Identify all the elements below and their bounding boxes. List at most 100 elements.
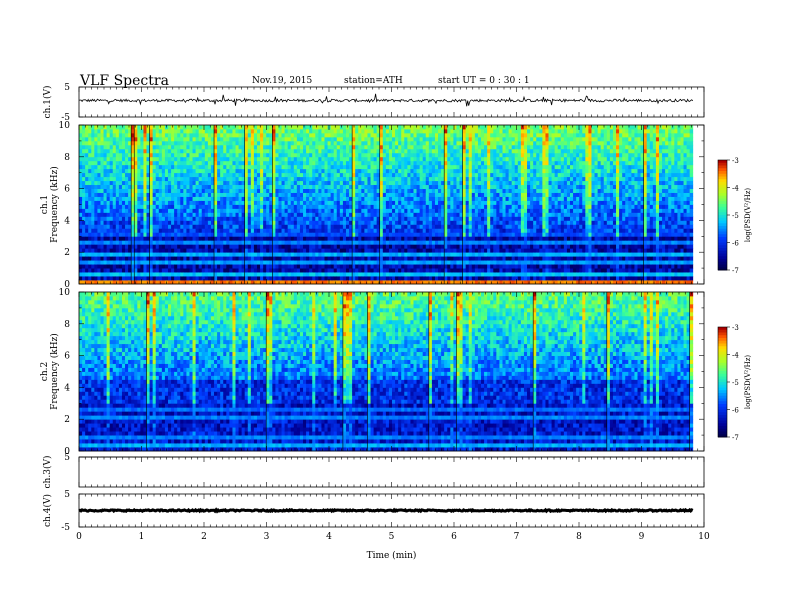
spectrogram-cell: [318, 252, 322, 257]
spectrogram-cell: [315, 136, 319, 142]
spectrogram-cell: [349, 204, 353, 209]
spectrogram-cell: [238, 272, 243, 277]
spectrogram-cell: [263, 184, 267, 190]
spectrogram-cell: [152, 252, 157, 257]
spectrogram-cell: [140, 192, 144, 197]
spectrogram-cell: [336, 276, 341, 281]
spectrogram-cell: [140, 264, 144, 269]
spectrogram-cell: [290, 212, 295, 217]
spectrogram-cell: [376, 280, 381, 285]
spectrogram-cell: [425, 188, 430, 193]
spectrogram-cell: [269, 236, 273, 241]
spectrogram-cell: [85, 188, 89, 193]
spectrogram-cell: [388, 232, 393, 237]
spectrogram-cell: [180, 212, 184, 217]
spectrogram-cell: [407, 125, 411, 130]
spectrogram-cell: [217, 240, 221, 245]
spectrogram-cell: [272, 244, 276, 249]
spectrogram-cell: [373, 152, 378, 158]
spectrogram-cell: [112, 152, 117, 158]
spectrogram-cell: [266, 200, 270, 205]
spectrogram-cell: [299, 272, 304, 277]
spectrogram-cell: [438, 160, 442, 166]
spectrogram-cell: [82, 164, 86, 170]
spectrogram-cell: [352, 208, 356, 213]
spectrogram-cell: [333, 164, 338, 170]
spectrogram-cell: [382, 152, 387, 158]
spectrogram-cell: [244, 232, 249, 237]
spectrogram-cell: [355, 156, 359, 162]
spectrogram-cell: [210, 212, 215, 217]
spectrogram-cell: [373, 132, 378, 138]
spectrogram-cell: [192, 125, 197, 130]
spectrogram-cell: [167, 136, 172, 142]
spectrogram-cell: [263, 216, 267, 221]
spectrogram-cell: [416, 276, 421, 281]
spectrogram-cell: [106, 240, 111, 245]
spectrogram-cell: [171, 200, 175, 205]
spectrogram-cell: [118, 152, 123, 158]
spectrogram-cell: [431, 160, 436, 166]
spectrogram-cell: [345, 252, 350, 257]
spectrogram-cell: [401, 208, 405, 213]
spectrogram-cell: [382, 212, 387, 217]
spectrogram-cell: [410, 228, 414, 233]
spectrogram-cell: [303, 188, 307, 193]
spectrogram-cell: [128, 148, 132, 154]
spectrogram-cell: [155, 148, 160, 154]
spectrogram-cell: [296, 220, 301, 225]
spectrogram-cell: [247, 184, 252, 190]
spectrogram-cell: [247, 204, 252, 209]
spectrogram-cell: [281, 216, 286, 221]
spectrogram-cell: [306, 192, 310, 197]
spectrogram-cell: [441, 244, 445, 249]
spectrogram-cell: [207, 244, 212, 249]
spectrogram-cell: [434, 160, 439, 166]
spectrogram-cell: [419, 180, 424, 186]
spectrogram-cell: [189, 196, 193, 201]
spectrogram-cell: [177, 172, 181, 178]
spectrogram-cell: [388, 212, 393, 217]
spectrogram-cell: [336, 144, 341, 150]
spectrogram-cell: [247, 208, 252, 213]
spectrogram-cell: [134, 168, 138, 174]
spectrogram-cell: [198, 192, 203, 197]
spectrogram-cell: [121, 212, 126, 217]
spectrogram-cell: [171, 172, 175, 178]
spectrogram-cell: [309, 164, 313, 170]
spectrogram-cell: [137, 132, 141, 138]
spectrogram-cell: [358, 240, 362, 245]
spectrogram-cell: [382, 125, 387, 130]
spectrogram-cell: [131, 125, 135, 130]
spectrogram-cell: [97, 184, 101, 190]
spectrogram-cell: [447, 168, 451, 174]
spectrogram-cell: [309, 236, 313, 241]
spectrogram-cell: [79, 184, 83, 190]
spectrogram-cell: [214, 212, 218, 217]
spectrogram-cell: [453, 236, 457, 241]
spectrogram-cell: [352, 252, 356, 257]
spectrogram-cell: [140, 172, 144, 178]
spectrogram-cell: [103, 264, 108, 269]
spectrogram-cell: [82, 152, 86, 158]
spectrogram-cell: [180, 196, 184, 201]
spectrogram-cell: [379, 184, 384, 190]
spectrogram-cell: [82, 236, 86, 241]
spectrogram-cell: [438, 224, 442, 229]
spectrogram-cell: [198, 148, 203, 154]
spectrogram-cell: [235, 236, 239, 241]
spectrogram-cell: [253, 144, 258, 150]
spectrogram-cell: [398, 176, 402, 182]
spectrogram-cell: [364, 132, 368, 138]
spectrogram-cell: [214, 140, 218, 146]
spectrogram-cell: [210, 280, 215, 285]
spectrogram-cell: [330, 260, 335, 265]
spectrogram-cell: [398, 236, 402, 241]
spectrogram-cell: [419, 228, 424, 233]
spectrogram-cell: [419, 192, 424, 197]
spectrogram-cell: [238, 164, 243, 170]
spectrogram-cell: [444, 240, 448, 245]
spectrogram-cell: [278, 180, 282, 186]
spectrogram-cell: [180, 216, 184, 221]
spectrogram-cell: [161, 168, 166, 174]
